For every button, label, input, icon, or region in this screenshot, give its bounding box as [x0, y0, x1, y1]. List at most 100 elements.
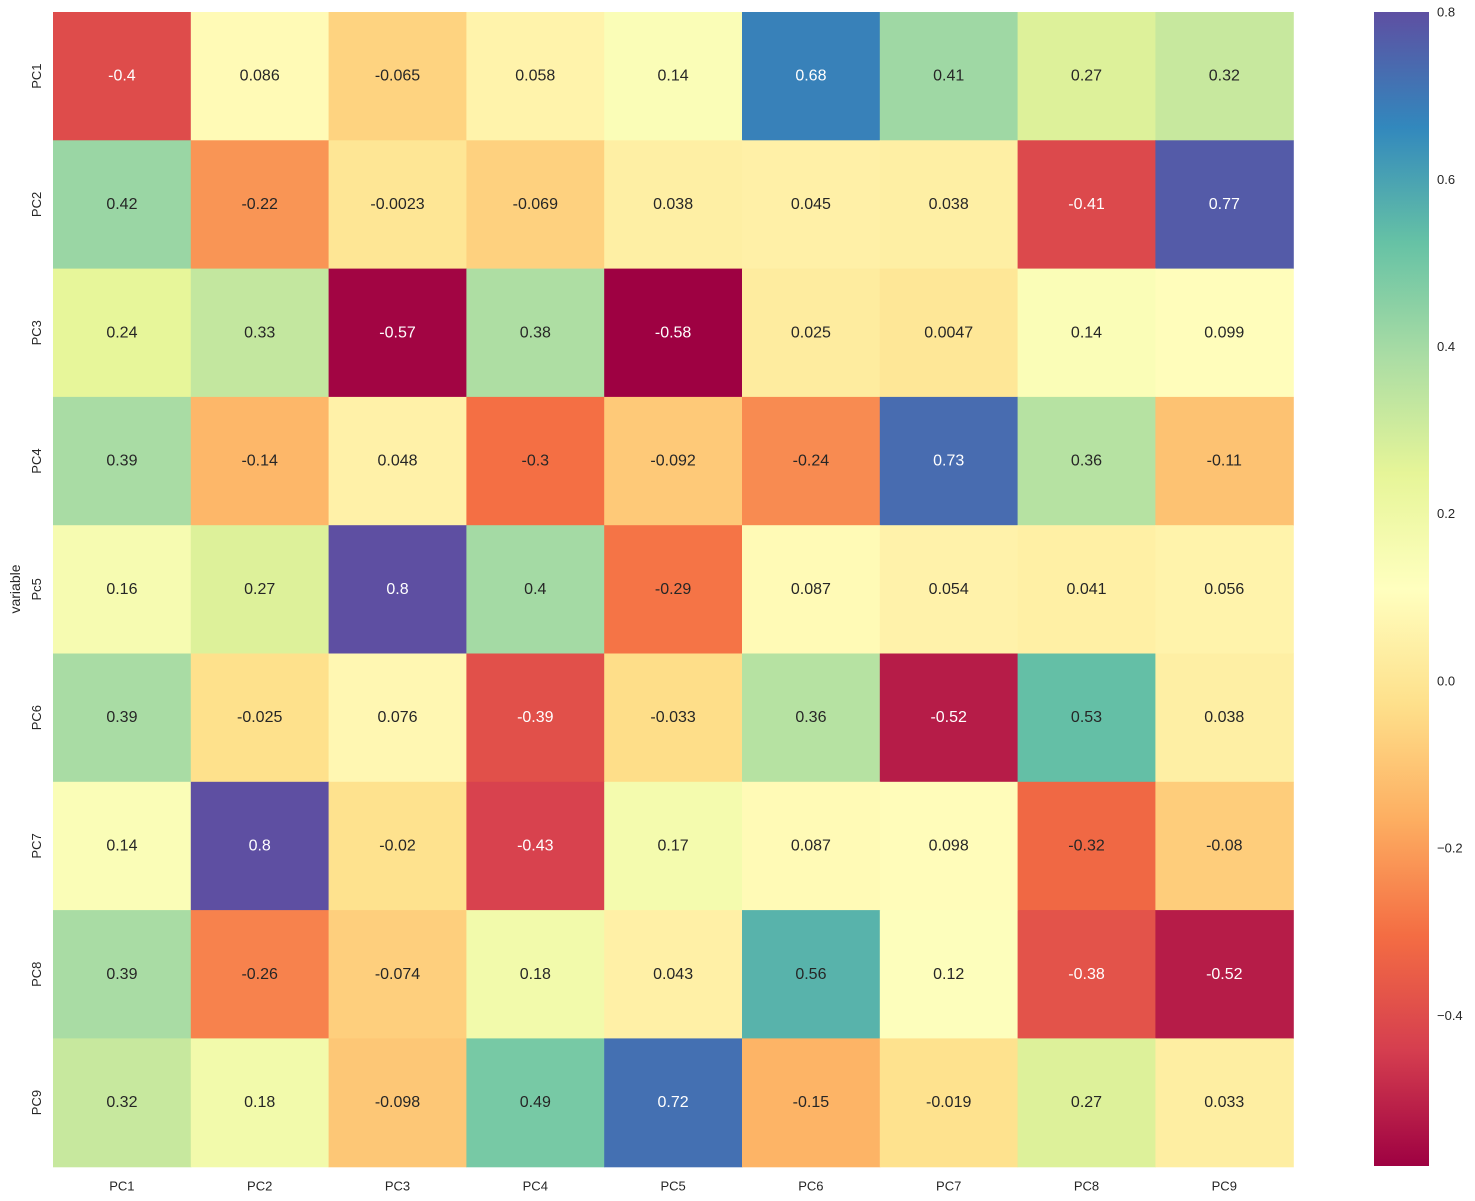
- heatmap-cell: [1155, 653, 1294, 783]
- heatmap-cell-label: -0.22: [241, 196, 278, 213]
- heatmap-cell-label: -0.02: [379, 837, 416, 854]
- y-axis-label: variable: [7, 564, 23, 613]
- heatmap-cell-label: 0.054: [929, 581, 969, 598]
- heatmap-cell-label: 0.087: [791, 837, 831, 854]
- heatmap-cell-label: -0.15: [793, 1094, 830, 1111]
- heatmap-cell: [1155, 525, 1294, 655]
- heatmap-cell: [879, 653, 1019, 783]
- heatmap-cell-label: 0.41: [933, 68, 964, 85]
- heatmap-cell-label: 0.27: [1071, 68, 1102, 85]
- heatmap-cell: [53, 781, 192, 911]
- heatmap-cell-label: -0.14: [241, 453, 278, 470]
- heatmap-cell-label: 0.24: [106, 324, 137, 341]
- heatmap-cell-label: 0.27: [1071, 1094, 1102, 1111]
- heatmap-cell-label: 0.099: [1204, 324, 1244, 341]
- heatmap-cell: [604, 653, 743, 783]
- heatmap-cell: [328, 910, 467, 1039]
- heatmap-cell-label: 0.025: [791, 324, 831, 341]
- heatmap-cell-label: 0.33: [244, 324, 275, 341]
- heatmap-cell: [879, 140, 1019, 270]
- heatmap-cell-label: 0.38: [520, 324, 551, 341]
- heatmap-cell-label: 0.72: [658, 1094, 689, 1111]
- heatmap-cell: [466, 653, 605, 783]
- heatmap-cell: [604, 781, 743, 911]
- heatmap-cell-label: -0.08: [1206, 837, 1243, 854]
- colorbar-tick-label: −0.4: [1437, 1008, 1463, 1023]
- heatmap-cell-label: 0.076: [377, 709, 417, 726]
- x-tick-label: PC9: [1212, 1178, 1237, 1193]
- heatmap-cell: [604, 396, 743, 526]
- colorbar-tick-label: 0.8: [1437, 5, 1455, 20]
- heatmap-cell-label: 0.16: [106, 581, 137, 598]
- x-axis-tick-labels: PC1 PC2 PC3 PC4 PC5 PC6 PC7 PC8 PC9: [109, 1178, 1237, 1193]
- heatmap-cell: [466, 268, 605, 398]
- heatmap-cell-label: 0.39: [106, 453, 137, 470]
- heatmap-cell-label: 0.27: [244, 581, 275, 598]
- heatmap-cell: [1017, 140, 1156, 270]
- heatmap-cell-label: 0.18: [520, 966, 551, 983]
- heatmap-cell-label: -0.52: [930, 709, 967, 726]
- heatmap-cell: [1017, 1038, 1156, 1168]
- colorbar-tick-label: 0.2: [1437, 506, 1455, 521]
- heatmap-cell-label: -0.52: [1206, 966, 1243, 983]
- heatmap-cell-label: 0.041: [1066, 581, 1106, 598]
- heatmap-cell-label: 0.048: [377, 453, 417, 470]
- heatmap-cell: [53, 396, 192, 526]
- heatmap-cell: [742, 268, 881, 398]
- heatmap-cell-label: -0.4: [108, 68, 136, 85]
- heatmap-cell: [466, 140, 605, 270]
- heatmap-cell-label: 0.098: [929, 837, 969, 854]
- heatmap-cell: [53, 268, 192, 398]
- heatmap-cell-label: 0.73: [933, 453, 964, 470]
- y-tick-label: PC1: [29, 64, 44, 89]
- heatmap-cell: [1155, 910, 1294, 1039]
- heatmap-cell: [742, 781, 881, 911]
- heatmap-cell: [328, 268, 467, 398]
- heatmap-cell-label: -0.58: [655, 324, 692, 341]
- heatmap-cell-label: 0.18: [244, 1094, 275, 1111]
- heatmap-cell-label: 0.0047: [924, 324, 973, 341]
- x-tick-label: PC2: [247, 1178, 272, 1193]
- heatmap-cell: [53, 1038, 192, 1168]
- heatmap-cell-label: -0.57: [379, 324, 416, 341]
- heatmap-cell: [879, 396, 1019, 526]
- heatmap-cell: [1017, 268, 1156, 398]
- heatmap-cell-label: -0.033: [650, 709, 695, 726]
- heatmap-cell-label: 0.033: [1204, 1094, 1244, 1111]
- heatmap-cell: [190, 781, 330, 911]
- colorbar-tick-label: 0.6: [1437, 172, 1455, 187]
- heatmap-cell-label: 0.49: [520, 1094, 551, 1111]
- heatmap-cell: [1155, 268, 1294, 398]
- heatmap-cell: [1155, 12, 1294, 141]
- heatmap-cell: [328, 525, 467, 655]
- heatmap-cell-label: 0.77: [1209, 196, 1240, 213]
- heatmap-cell: [190, 525, 330, 655]
- heatmap-cell: [328, 653, 467, 783]
- heatmap-cell: [742, 1038, 881, 1168]
- heatmap-cell: [466, 396, 605, 526]
- heatmap-cell: [190, 1038, 330, 1168]
- heatmap-annotations: -0.4 0.086 -0.065 0.058 0.14 0.68 0.41 0.27 0.32…: [106, 68, 1244, 1111]
- heatmap-cell-label: -0.39: [517, 709, 554, 726]
- heatmap-cell: [1017, 396, 1156, 526]
- heatmap-cell: [190, 12, 330, 141]
- heatmap-cell-label: 0.36: [1071, 453, 1102, 470]
- y-axis-tick-labels: PC1 PC2 PC3 PC4 Pc5 PC6 PC7 PC8 PC9: [29, 64, 44, 1116]
- heatmap-cell: [328, 12, 467, 141]
- heatmap-cell: [1155, 396, 1294, 526]
- heatmap-cell: [604, 910, 743, 1039]
- x-tick-label: PC7: [936, 1178, 961, 1193]
- colorbar-tick-label: −0.2: [1437, 841, 1463, 856]
- heatmap-cell: [190, 910, 330, 1039]
- y-tick-label: Pc5: [29, 578, 44, 600]
- heatmap-cell: [466, 525, 605, 655]
- heatmap-cell: [53, 653, 192, 783]
- heatmap-cell-label: 0.32: [1209, 68, 1240, 85]
- heatmap-cell-label: 0.8: [249, 837, 271, 854]
- heatmap-cell-label: 0.058: [515, 68, 555, 85]
- heatmap-cell-label: 0.56: [795, 966, 826, 983]
- heatmap-cell-label: -0.11: [1207, 453, 1242, 470]
- heatmap-cell: [190, 268, 330, 398]
- heatmap-cell: [879, 910, 1019, 1039]
- heatmap-cell-label: -0.29: [655, 581, 692, 598]
